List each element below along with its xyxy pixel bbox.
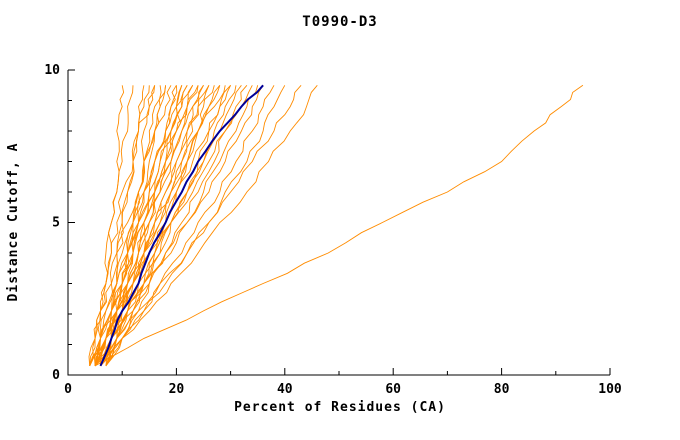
model-line <box>100 85 318 367</box>
model-line <box>89 85 172 366</box>
model-line <box>94 85 150 366</box>
model-line <box>105 85 275 367</box>
model-line <box>93 85 199 366</box>
model-line <box>89 85 188 367</box>
model-line <box>94 84 584 367</box>
model-line <box>105 85 248 367</box>
x-tick-label: 60 <box>385 382 401 397</box>
x-tick-label: 0 <box>64 382 72 397</box>
model-line <box>94 85 264 367</box>
highlight-line <box>99 84 264 367</box>
y-tick-label: 5 <box>52 216 60 231</box>
model-line <box>94 85 125 367</box>
model-line <box>88 85 134 366</box>
y-tick-label: 10 <box>44 63 60 78</box>
model-line <box>94 85 302 367</box>
x-tick-label: 100 <box>598 382 622 397</box>
model-line <box>89 85 204 367</box>
y-tick-label: 0 <box>52 368 60 383</box>
x-tick-label: 40 <box>277 382 293 397</box>
chart-title: T0990-D3 <box>302 14 378 30</box>
x-axis-label: Percent of Residues (CA) <box>234 400 446 415</box>
x-tick-label: 80 <box>494 382 510 397</box>
model-line <box>94 85 183 366</box>
x-tick-label: 20 <box>169 382 185 397</box>
model-line <box>89 85 253 367</box>
